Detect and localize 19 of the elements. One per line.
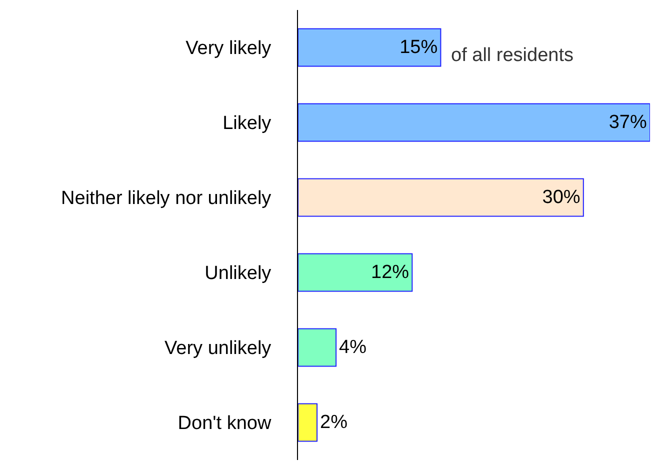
- y-tick-label: Don't know: [178, 413, 272, 434]
- data-label: 12%: [371, 262, 410, 283]
- y-tick-label: Neither likely nor unlikely: [61, 188, 272, 210]
- data-label: 2%: [320, 412, 348, 433]
- annotation: of all residents: [451, 45, 574, 66]
- data-label: 37%: [608, 112, 647, 133]
- y-tick-label: Likely: [222, 113, 272, 134]
- bar: [298, 103, 650, 142]
- bar: [298, 178, 584, 217]
- bar: [298, 28, 442, 67]
- bar: [298, 403, 318, 442]
- data-label: 30%: [542, 187, 580, 208]
- y-tick-label: Very likely: [186, 38, 272, 60]
- y-tick-label: Very unlikely: [164, 338, 272, 360]
- data-label: 15%: [400, 37, 438, 58]
- bar: [298, 328, 337, 367]
- data-label: 4%: [339, 337, 367, 358]
- y-tick-label: Unlikely: [204, 263, 272, 284]
- bar: [298, 253, 413, 292]
